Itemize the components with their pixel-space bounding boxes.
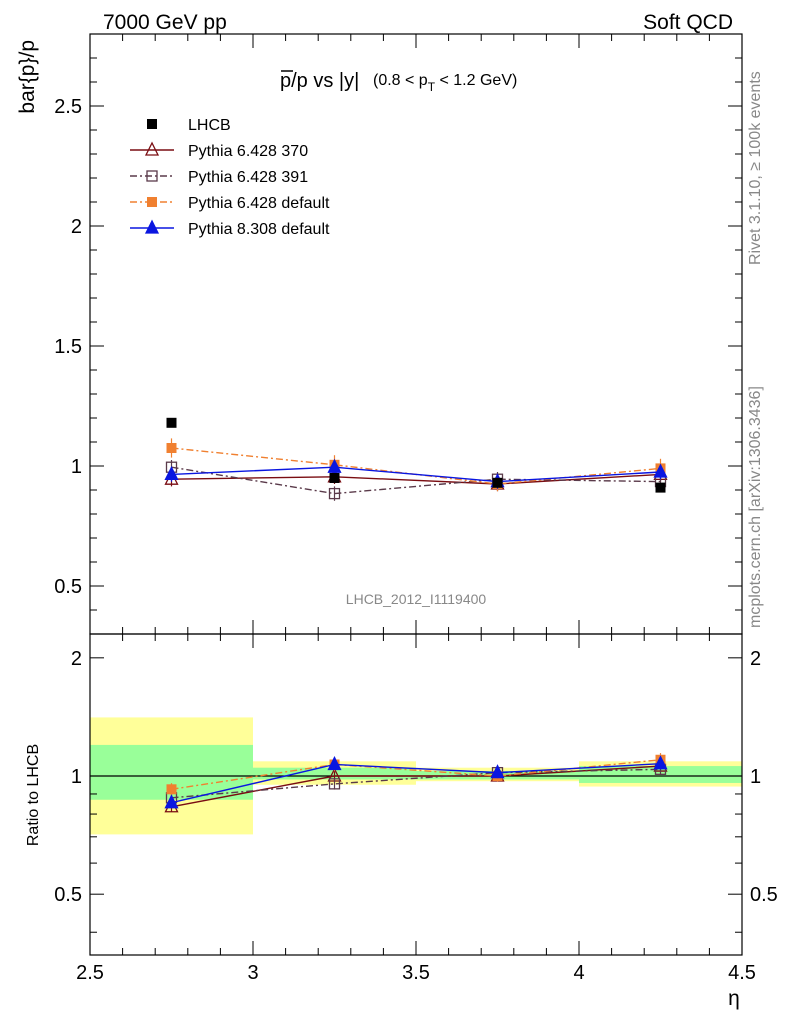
- y-axis-label: bar{p}/p: [16, 40, 39, 114]
- series-line-3: [171, 466, 661, 483]
- ratio-point-3: [164, 794, 179, 809]
- legend-marker-1: [144, 141, 160, 156]
- ratio-y-axis-label: Ratio to LHCB: [25, 744, 42, 846]
- x-tick-label: 3: [247, 962, 258, 984]
- title-sub: (0.8 < pT < 1.2 GeV): [373, 72, 517, 94]
- series-group: [164, 417, 668, 813]
- chart-title: p/p vs |y| (0.8 < pT < 1.2 GeV): [280, 70, 517, 94]
- series-point-1: [328, 487, 341, 500]
- ratio-line-3: [171, 762, 661, 804]
- legend-marker-0: [147, 119, 157, 129]
- x-axis-label: η: [728, 987, 740, 1010]
- y-tick-label: 1.5: [54, 336, 82, 358]
- watermark: LHCB_2012_I1119400: [346, 591, 487, 607]
- y-tick-label: 2.5: [54, 96, 82, 118]
- series-line-0: [171, 473, 661, 485]
- legend-label-3: Pythia 6.428 default: [188, 195, 330, 212]
- header-left: 7000 GeV pp: [103, 11, 227, 34]
- ratio-y-tick-label-right: 1: [750, 766, 761, 788]
- x-tick-label: 4.5: [728, 962, 756, 984]
- y-tick-label: 1: [71, 456, 82, 478]
- mcplots-label: mcplots.cern.ch [arXiv:1306.3436]: [747, 386, 764, 628]
- rivet-label: Rivet 3.1.10, ≥ 100k events: [747, 71, 764, 265]
- ratio-point-1: [328, 778, 341, 790]
- series-point-3: [327, 458, 342, 473]
- series-point-2: [166, 443, 177, 453]
- ratio-point-3: [490, 764, 505, 779]
- legend-marker-4: [144, 219, 160, 234]
- data-point-lhcb: [329, 473, 340, 483]
- y-tick-label: 0.5: [54, 576, 82, 598]
- legend-label-0: LHCB: [188, 117, 231, 134]
- legend-label-1: Pythia 6.428 370: [188, 143, 308, 160]
- x-tick-label: 2.5: [76, 962, 104, 984]
- legend-label-4: Pythia 8.308 default: [188, 221, 330, 238]
- axis-ticks: 2.5 3 3.5 4 4.5 0.5 1 1.5 2 2.5 0.5 0.5 1 1 2 2: [54, 33, 778, 984]
- title-sub-start: (0.8 < p: [373, 72, 428, 89]
- ratio-point-3: [653, 755, 668, 770]
- header-right: Soft QCD: [643, 11, 733, 34]
- data-point-lhcb: [492, 477, 503, 488]
- ratio-y-tick-label-right: 0.5: [750, 884, 778, 906]
- ratio-point-2: [166, 784, 177, 795]
- x-tick-label: 3.5: [402, 962, 430, 984]
- legend-marker-3: [147, 197, 157, 207]
- title-sub-t: T: [428, 80, 436, 94]
- data-point-lhcb: [166, 417, 177, 428]
- series-point-3: [164, 465, 179, 481]
- legend: LHCB Pythia 6.428 370 Pythia 6.428 391 Pyth…: [130, 117, 330, 238]
- ratio-y-tick-label: 2: [71, 648, 82, 670]
- series-line-1: [171, 466, 661, 495]
- legend-marker-2: [146, 170, 158, 182]
- data-point-lhcb: [655, 482, 666, 493]
- title-main: p/p vs |y|: [280, 70, 359, 92]
- ratio-line-1: [171, 768, 661, 799]
- ratio-point-3: [327, 756, 342, 771]
- ratio-y-tick-label: 1: [71, 766, 82, 788]
- ratio-y-tick-label: 0.5: [54, 884, 82, 906]
- ratio-y-tick-label-right: 2: [750, 648, 761, 670]
- y-tick-label: 2: [71, 216, 82, 238]
- legend-label-2: Pythia 6.428 391: [188, 169, 308, 186]
- title-sub-end: < 1.2 GeV): [435, 72, 517, 89]
- series-point-3: [653, 463, 668, 478]
- x-tick-label: 4: [573, 962, 584, 984]
